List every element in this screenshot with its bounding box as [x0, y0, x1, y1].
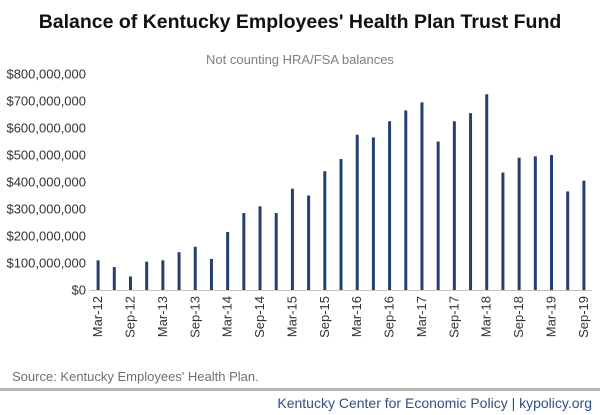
bar-Mar-15	[290, 188, 294, 290]
bar-Dec-18	[533, 156, 537, 290]
bar-Mar-19	[550, 155, 554, 290]
x-tick-label: Sep-17	[446, 296, 461, 338]
x-tick-label: Mar-15	[284, 296, 299, 337]
y-tick-label: $100,000,000	[6, 256, 86, 271]
bar-Mar-16	[355, 134, 359, 290]
x-tick-label: Sep-18	[511, 296, 526, 338]
chart-title: Balance of Kentucky Employees' Health Pl…	[38, 11, 562, 33]
footer-credit: Kentucky Center for Economic Policy | ky…	[277, 395, 592, 411]
bar-Dec-16	[404, 110, 408, 290]
bar-chart: $0 $100,000,000 $200,000,000 $300,000,000 $4…	[6, 67, 592, 338]
x-tick-label: Mar-16	[349, 296, 364, 337]
y-tick-label: $200,000,000	[6, 229, 86, 244]
bar-Mar-13	[161, 260, 165, 290]
x-tick-label: Sep-12	[122, 296, 137, 338]
y-tick-label: $700,000,000	[6, 94, 86, 109]
bar-Jun-13	[177, 252, 181, 290]
bar-Mar-14	[226, 231, 230, 290]
bar-Sep-17	[452, 121, 456, 290]
x-tick-label: Mar-13	[155, 296, 170, 337]
bar-Mar-12	[96, 260, 100, 290]
bar-Sep-16	[388, 121, 392, 290]
y-tick-label: $400,000,000	[6, 175, 86, 190]
bar-Jun-12	[112, 267, 116, 290]
chart-subtitle: Not counting HRA/FSA balances	[206, 52, 394, 67]
x-tick-label: Mar-12	[90, 296, 105, 337]
y-tick-label: $500,000,000	[6, 148, 86, 163]
bar-Sep-12	[128, 276, 132, 290]
bar-Sep-15	[323, 171, 327, 290]
x-tick-label: Sep-14	[252, 296, 267, 338]
bar-Mar-18	[485, 94, 489, 290]
x-tick-label: Mar-14	[220, 296, 235, 337]
bar-Sep-13	[193, 246, 197, 290]
y-tick-label: $300,000,000	[6, 202, 86, 217]
x-tick-label: Sep-13	[187, 296, 202, 338]
source-note: Source: Kentucky Employees' Health Plan.	[12, 369, 259, 384]
x-tick-label: Mar-18	[479, 296, 494, 337]
x-tick-label: Sep-19	[576, 296, 591, 338]
bar-Dec-14	[274, 213, 278, 290]
bar-Dec-12	[145, 261, 149, 290]
bar-Jun-15	[307, 195, 311, 290]
bar-Sep-14	[258, 206, 262, 290]
bar-Mar-17	[420, 102, 424, 290]
footer-divider	[0, 388, 600, 391]
bar-Jun-14	[242, 213, 246, 290]
bar-Jun-19	[566, 191, 570, 290]
bar-Dec-13	[209, 258, 213, 290]
bar-Sep-18	[517, 157, 521, 290]
y-tick-label: $800,000,000	[6, 67, 86, 82]
bar-Jun-16	[371, 137, 375, 290]
bar-Jun-17	[436, 141, 440, 290]
bar-Jun-18	[501, 172, 505, 290]
x-tick-label: Sep-15	[317, 296, 332, 338]
x-tick-label: Mar-19	[544, 296, 559, 337]
y-tick-label: $0	[72, 283, 86, 298]
y-tick-label: $600,000,000	[6, 121, 86, 136]
bar-Sep-19	[582, 180, 586, 290]
bar-Dec-17	[469, 113, 473, 291]
x-tick-label: Mar-17	[414, 296, 429, 337]
x-tick-label: Sep-16	[382, 296, 397, 338]
bar-Dec-15	[339, 159, 343, 290]
